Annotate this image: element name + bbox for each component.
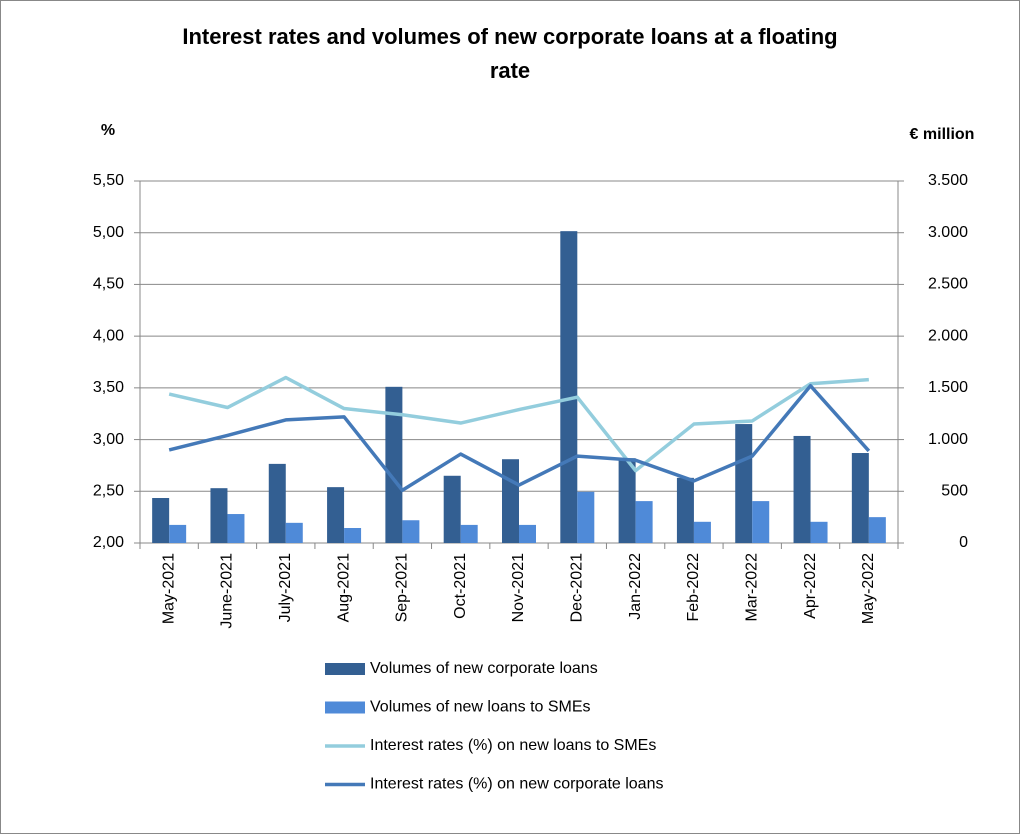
x-tick-label: July-2021 <box>277 553 294 622</box>
bar <box>752 501 770 543</box>
y-tick-label: 4,50 <box>93 276 124 293</box>
y-axis-title: % <box>101 122 115 139</box>
bar <box>810 521 828 543</box>
legend-label: Volumes of new corporate loans <box>370 660 598 677</box>
y2-tick-label: 3.000 <box>928 224 968 241</box>
x-tick-label: Oct-2021 <box>452 553 469 619</box>
y2-tick-label: 3.500 <box>928 172 968 189</box>
x-tick-label: Feb-2022 <box>685 553 702 622</box>
x-tick-label: Nov-2021 <box>510 553 527 622</box>
bar <box>502 459 519 543</box>
y-tick-label: 3,50 <box>93 379 124 396</box>
bar <box>327 487 345 543</box>
bar <box>443 475 461 543</box>
bar <box>385 386 403 543</box>
line <box>168 375 869 473</box>
bar <box>635 501 653 543</box>
bar <box>210 488 228 543</box>
x-tick-label: Apr-2022 <box>802 553 819 619</box>
bar <box>344 528 362 543</box>
x-tick-label: Dec-2021 <box>569 553 586 622</box>
y-tick-label: 5,00 <box>93 224 124 241</box>
y2-tick-label: 1.500 <box>928 379 968 396</box>
y2-tick-label: 2.500 <box>928 276 968 293</box>
bar <box>227 514 245 543</box>
legend-swatch <box>325 663 365 675</box>
bar <box>676 477 694 543</box>
chart-title: Interest rates and volumes of new corpor… <box>182 24 837 83</box>
y2-tick-label: 500 <box>941 483 968 500</box>
y2-tick-label: 2.000 <box>928 327 968 344</box>
y-tick-label: 3,00 <box>93 431 124 448</box>
y-tick-label: 2,50 <box>93 483 124 500</box>
bar <box>285 522 303 543</box>
bar <box>402 520 420 543</box>
bar <box>868 517 886 543</box>
legend-label: Volumes of new loans to SMEs <box>370 699 591 716</box>
y2-axis-title: € million <box>910 126 975 143</box>
bar <box>851 453 869 543</box>
bar <box>735 424 753 543</box>
bar <box>618 458 636 543</box>
y-tick-label: 2,00 <box>93 534 124 551</box>
y2-tick-label: 1.000 <box>928 431 968 448</box>
bar <box>560 231 578 544</box>
y-tick-label: 4,00 <box>93 327 124 344</box>
x-tick-label: May-2021 <box>160 553 177 624</box>
legend-swatch <box>325 701 365 714</box>
x-tick-label: Sep-2021 <box>394 553 411 622</box>
legend-label: Interest rates (%) on new loans to SMEs <box>370 737 656 754</box>
x-tick-label: June-2021 <box>219 553 236 629</box>
bar <box>577 491 595 543</box>
x-tick-label: Aug-2021 <box>335 553 352 622</box>
bar <box>152 498 170 543</box>
bar <box>793 435 811 543</box>
y-tick-label: 5,50 <box>93 172 124 189</box>
legend-label: Interest rates (%) on new corporate loan… <box>370 776 663 793</box>
bar <box>519 524 536 543</box>
x-tick-label: Mar-2022 <box>743 553 760 622</box>
bar <box>460 524 478 543</box>
bar <box>268 463 286 543</box>
line <box>168 384 871 493</box>
bar <box>169 524 187 543</box>
x-tick-label: Jan-2022 <box>627 553 644 620</box>
x-tick-label: May-2022 <box>860 553 877 624</box>
y2-tick-label: 0 <box>959 534 968 551</box>
bar <box>693 521 711 543</box>
